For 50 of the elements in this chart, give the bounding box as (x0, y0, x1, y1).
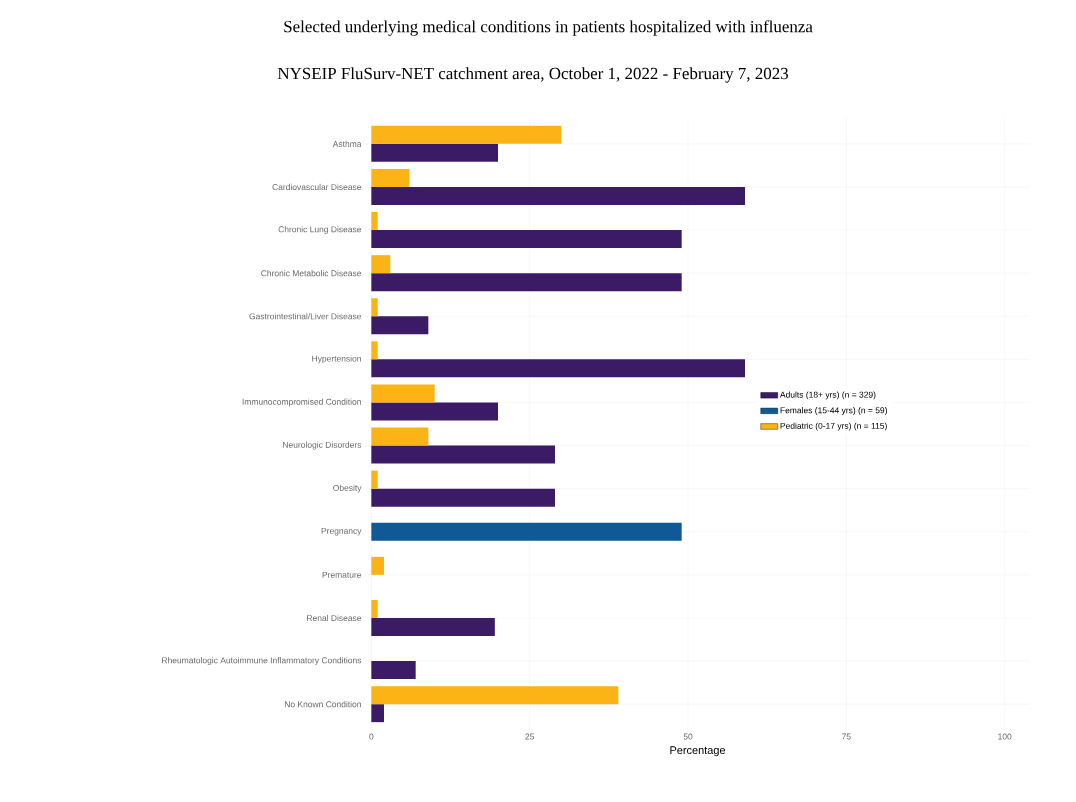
y-tick-label: Immunocompromised Condition (242, 398, 361, 407)
x-tick-label: 25 (525, 733, 535, 740)
bar (371, 168, 410, 187)
bar (371, 704, 384, 723)
y-tick-label: Renal Disease (307, 614, 362, 622)
legend-label: Adults (18+ yrs) (n = 329) (779, 391, 876, 400)
y-tick-label: Cardiovascular Disease (272, 183, 362, 191)
bar (371, 230, 682, 249)
bar (371, 186, 746, 205)
x-tick-label: 100 (998, 733, 1012, 740)
bar (371, 341, 378, 360)
x-axis-title: Percentage (670, 746, 726, 757)
bar (371, 522, 682, 541)
bar (371, 686, 619, 705)
bar (371, 470, 378, 489)
y-tick-label: Hypertension (312, 355, 361, 364)
y-tick-label: Chronic Metabolic Disease (261, 270, 362, 277)
bar (371, 661, 416, 680)
y-tick-label: No Known Condition (284, 701, 361, 708)
x-tick-label: 75 (842, 733, 851, 740)
x-tick-label: 0 (369, 733, 374, 740)
y-tick-label: Gastrointestinal/Liver Disease (249, 313, 362, 320)
legend-label: Females (15-44 yrs) (n = 59) (780, 407, 887, 415)
y-tick-label: Premature (322, 571, 362, 578)
bar (371, 298, 378, 317)
bar (371, 212, 378, 231)
bar (371, 402, 498, 421)
bar (371, 599, 378, 618)
bar (371, 384, 435, 403)
bar (371, 143, 498, 162)
bar (371, 445, 555, 464)
y-tick-label: Neurologic Disorders (283, 441, 362, 450)
x-tick-label: 50 (683, 733, 693, 740)
y-tick-label: Chronic Lung Disease (278, 226, 362, 234)
chart-subtitle: NYSEIP FluSurv-NET catchment area, October 1, 2022 - February 7, 2023 (277, 67, 789, 83)
bar (371, 427, 429, 446)
bar (371, 617, 495, 636)
bar (371, 556, 384, 575)
y-tick-label: Rheumatologic Autoimmune Inflammatory Conditions (162, 657, 362, 665)
bar (371, 359, 746, 378)
y-tick-label: Asthma (332, 140, 362, 147)
y-tick-label: Obesity (333, 484, 362, 493)
bar (371, 125, 562, 144)
legend-label: Pediatric (0-17 yrs) (n = 115) (780, 422, 887, 431)
bar (371, 273, 682, 292)
y-tick-label: Pregnancy (321, 527, 362, 536)
bar (371, 488, 555, 507)
chart-title: Selected underlying medical conditions in patients hospitalized with influenza (284, 20, 813, 36)
bar (371, 316, 429, 335)
bar (371, 255, 391, 274)
